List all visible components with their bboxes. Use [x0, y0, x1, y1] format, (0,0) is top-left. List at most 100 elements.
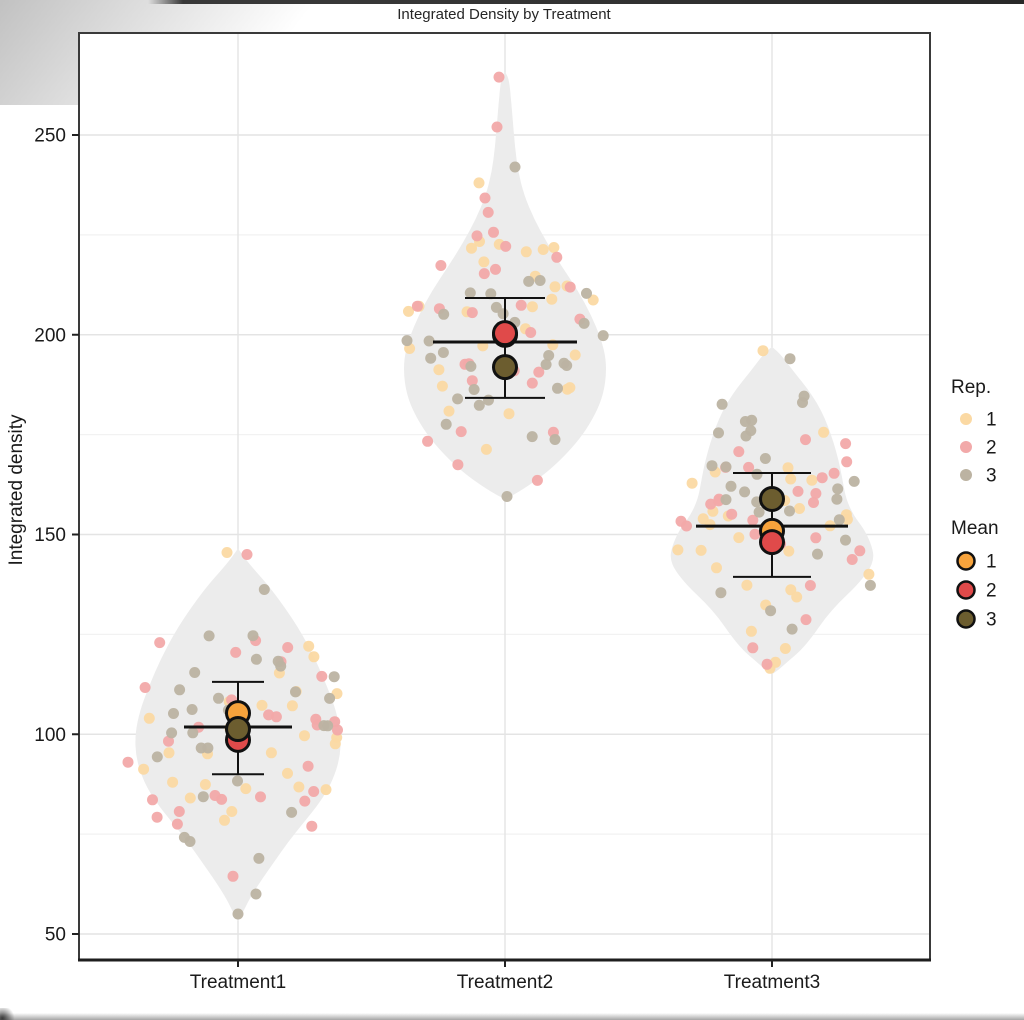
jitter-point-rep1 [299, 730, 310, 742]
jitter-point-rep3 [740, 430, 752, 442]
jitter-point-rep2 [411, 300, 423, 312]
jitter-point-rep3 [490, 301, 502, 313]
jitter-point-rep1 [569, 349, 581, 361]
jitter-point-rep3 [401, 335, 413, 347]
jitter-point-rep1 [303, 640, 315, 652]
jitter-point-rep2 [747, 642, 759, 654]
jitter-point-rep1 [163, 747, 175, 759]
jitter-point-rep2 [482, 206, 494, 218]
jitter-point-rep3 [798, 390, 810, 402]
jitter-point-rep3 [534, 275, 546, 286]
jitter-point-rep3 [786, 623, 798, 635]
jitter-point-rep3 [552, 382, 563, 394]
jitter-point-rep3 [324, 692, 336, 704]
jitter-point-rep2 [227, 870, 239, 882]
jitter-point-rep3 [578, 317, 590, 329]
jitter-point-rep2 [526, 377, 538, 389]
jitter-point-rep1 [199, 779, 211, 790]
jitter-point-rep2 [263, 709, 275, 721]
jitter-point-rep2 [525, 327, 537, 338]
jitter-point-rep1 [863, 568, 875, 580]
jitter-point-rep1 [329, 738, 341, 750]
legend-rep-label-1: 1 [986, 410, 997, 431]
jitter-point-rep1 [686, 477, 698, 489]
jitter-point-rep3 [440, 418, 452, 430]
jitter-point-rep2 [493, 71, 505, 83]
jitter-point-rep3 [473, 399, 485, 411]
jitter-point-rep1 [403, 305, 414, 317]
jitter-point-rep1 [293, 781, 305, 793]
jitter-point-rep3 [543, 350, 555, 361]
jitter-point-rep3 [784, 353, 796, 365]
jitter-point-rep1 [320, 784, 332, 796]
jitter-point-rep2 [255, 791, 266, 803]
jitter-point-rep2 [490, 263, 501, 275]
x-tick-label-treatment1: Treatment1 [190, 972, 286, 993]
legend-rep-swatch-1 [960, 413, 972, 425]
jitter-point-rep3 [540, 359, 552, 370]
jitter-point-rep2 [846, 554, 858, 565]
jitter-point-rep2 [800, 434, 811, 446]
jitter-point-rep1 [143, 712, 155, 724]
jitter-point-rep1 [473, 177, 485, 189]
jitter-point-rep2 [466, 375, 478, 387]
jitter-point-rep1 [503, 408, 515, 420]
legend-rep-label-2: 2 [986, 438, 997, 459]
jitter-point-rep3 [831, 493, 843, 505]
jitter-point-rep1 [436, 380, 448, 392]
jitter-point-rep2 [564, 281, 576, 293]
y-tick-label-100: 100 [34, 725, 66, 746]
jitter-point-rep3 [581, 287, 592, 299]
jitter-point-rep2 [139, 682, 151, 693]
jitter-point-rep2 [435, 260, 447, 271]
jitter-point-rep2 [122, 756, 134, 768]
jitter-point-rep3 [706, 460, 718, 472]
x-tick-label-treatment3: Treatment3 [724, 972, 820, 993]
mean-point-rep3 [225, 716, 251, 743]
jitter-point-rep3 [425, 352, 437, 364]
jitter-point-rep2 [332, 724, 343, 736]
jitter-point-rep1 [549, 281, 561, 293]
jitter-point-rep3 [168, 708, 179, 719]
jitter-point-rep3 [526, 431, 538, 443]
jitter-point-rep3 [720, 461, 732, 473]
jitter-point-rep2 [302, 760, 314, 772]
jitter-point-rep3 [509, 161, 521, 173]
jitter-point-rep3 [189, 667, 201, 678]
jitter-point-rep1 [546, 293, 558, 305]
jitter-point-rep2 [209, 790, 221, 801]
plot-panel: 250 200 150 100 50 Treatment1 Treatment2 Treatm… [34, 32, 931, 993]
legend-mean-swatch-3 [956, 609, 976, 629]
jitter-point-rep1 [240, 783, 252, 795]
legend-rep-label-3: 3 [986, 466, 997, 487]
jitter-point-rep2 [551, 251, 563, 263]
jitter-point-rep2 [810, 532, 822, 544]
screenshot-artifact-bottom-edge [0, 1013, 1024, 1020]
jitter-point-rep3 [438, 308, 450, 320]
jitter-point-rep2 [816, 472, 828, 484]
jitter-point-rep1 [818, 426, 830, 438]
jitter-point-rep3 [725, 480, 737, 492]
jitter-point-rep1 [256, 699, 268, 711]
jitter-point-rep1 [184, 792, 196, 804]
jitter-point-rep1 [745, 625, 757, 637]
jitter-point-rep3 [250, 653, 262, 665]
jitter-point-rep1 [770, 656, 781, 668]
jitter-point-rep3 [739, 486, 751, 498]
jitter-point-rep3 [232, 908, 244, 920]
jitter-point-rep3 [848, 475, 860, 487]
screenshot-artifact-top-edge [148, 0, 1024, 4]
jitter-point-rep3 [759, 453, 771, 464]
jitter-point-rep2 [531, 474, 543, 486]
jitter-point-rep2 [743, 461, 755, 473]
jitter-point-rep3 [483, 394, 494, 406]
jitter-point-rep2 [733, 446, 745, 458]
screenshot-artifact-bottom-corner [0, 1008, 16, 1020]
jitter-point-rep1 [265, 747, 277, 759]
jitter-point-rep2 [452, 459, 464, 471]
jitter-point-rep3 [465, 360, 477, 372]
jitter-point-rep1 [841, 514, 853, 525]
legend: 1 2 3 1 2 3 [956, 410, 997, 631]
jitter-point-rep2 [726, 508, 738, 520]
jitter-point-rep1 [782, 462, 794, 474]
